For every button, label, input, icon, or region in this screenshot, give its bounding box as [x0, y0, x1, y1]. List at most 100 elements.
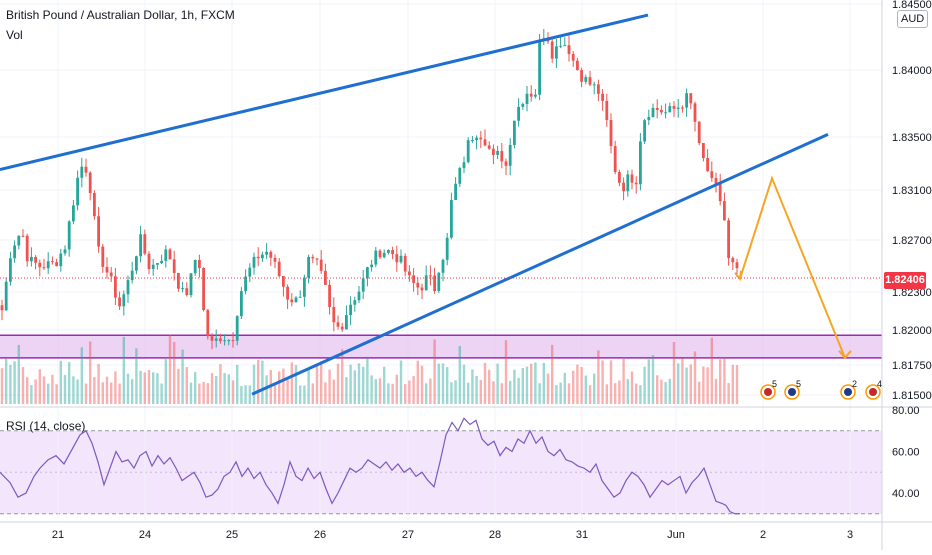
candle-body — [437, 272, 441, 292]
candle-body — [592, 84, 596, 86]
candle-body — [492, 148, 495, 155]
candle-body — [395, 254, 399, 263]
volume-bar — [135, 348, 138, 404]
volume-bar — [5, 358, 8, 404]
volume-bar — [668, 378, 671, 404]
volume-bar — [429, 378, 432, 404]
candle-body — [403, 255, 407, 272]
volume-bar — [660, 379, 663, 404]
candle-body — [702, 143, 705, 159]
volume-bar — [509, 380, 512, 404]
volume-bar — [122, 336, 125, 404]
candle-body — [366, 267, 369, 279]
candle-body — [672, 106, 676, 109]
candle-body — [697, 121, 701, 144]
volume-bar — [425, 383, 428, 404]
volume-bar — [454, 380, 457, 404]
candle-body — [46, 261, 50, 269]
candle-body — [391, 250, 394, 255]
volume-bar — [446, 367, 449, 404]
volume-bar — [698, 381, 701, 404]
volume-bar — [471, 369, 474, 404]
volume-bar — [593, 373, 596, 404]
event-count-label: 5 — [772, 379, 777, 389]
candle-body — [135, 256, 138, 271]
candle-body — [248, 267, 252, 277]
volume-bar — [374, 379, 377, 404]
volume-bar — [257, 359, 260, 404]
candle-body — [130, 270, 134, 281]
volume-bar — [714, 378, 718, 404]
volume-bar — [97, 363, 100, 404]
candle-body — [647, 117, 651, 121]
volume-bar — [462, 364, 466, 404]
candle-body — [319, 259, 323, 271]
volume-bar — [345, 377, 348, 404]
candle-body — [17, 235, 21, 246]
projection-start-arrowhead — [734, 270, 742, 282]
candle-body — [571, 54, 575, 61]
rsi-tick-label: 60.00 — [892, 447, 920, 459]
candle-body — [529, 93, 533, 97]
volume-bar — [467, 382, 470, 404]
volume-bar — [38, 369, 41, 404]
volume-bar — [210, 373, 214, 404]
volume-bar — [521, 368, 524, 404]
volume-bar — [143, 372, 146, 404]
candle-body — [118, 297, 121, 307]
candle-body — [597, 84, 600, 94]
candle-body — [622, 182, 625, 192]
time-tick-label: 24 — [139, 529, 151, 541]
volume-bar — [286, 379, 289, 404]
volume-bar — [9, 364, 12, 404]
volume-bar — [156, 373, 159, 404]
volume-bar — [55, 384, 58, 404]
candle-body — [252, 256, 256, 268]
volume-bar — [492, 381, 495, 404]
event-count-label: 2 — [852, 379, 857, 389]
candle-body — [185, 288, 189, 296]
volume-bar — [677, 363, 680, 404]
rsi-background — [0, 430, 882, 515]
candle-body — [55, 262, 58, 267]
volume-bar — [189, 382, 193, 404]
volume-bar — [370, 375, 373, 404]
volume-bar — [341, 349, 344, 404]
volume-bar — [706, 367, 709, 404]
volume-bar — [412, 376, 415, 404]
volume-bar — [710, 337, 713, 404]
candle-body — [525, 93, 529, 105]
volume-bar — [672, 341, 676, 404]
volume-bar — [378, 378, 382, 404]
candle-body — [109, 272, 113, 277]
volume-bar — [685, 367, 688, 404]
candle-body — [731, 258, 735, 263]
price-tick-label: 1.81750 — [892, 360, 932, 372]
volume-bar — [273, 383, 277, 404]
candle-body — [214, 338, 218, 341]
candle-body — [580, 70, 583, 82]
volume-bar — [605, 384, 608, 404]
candle-body — [555, 46, 558, 59]
candle-body — [25, 235, 29, 262]
rsi-tick-label: 40.00 — [892, 488, 920, 500]
volume-bar — [118, 383, 121, 404]
candle-body — [76, 177, 79, 206]
volume-bar — [303, 385, 306, 404]
currency-badge[interactable]: AUD — [897, 10, 929, 28]
candle-body — [164, 249, 168, 261]
volume-bar — [248, 385, 251, 404]
volume-bar — [404, 384, 407, 404]
time-tick-label: 21 — [52, 529, 64, 541]
volume-bar — [328, 369, 331, 404]
volume-bar — [383, 366, 386, 404]
candle-body — [412, 275, 415, 283]
candle-body — [534, 94, 537, 97]
volume-bar — [320, 361, 323, 404]
volume-bar — [576, 364, 579, 404]
volume-bar — [110, 382, 113, 404]
candle-body — [114, 276, 117, 298]
volume-bar — [387, 383, 390, 404]
